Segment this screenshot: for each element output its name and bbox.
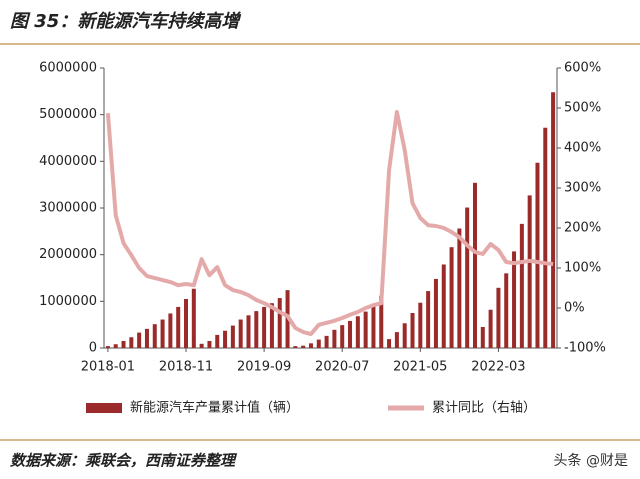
bar — [230, 325, 235, 348]
bar — [340, 325, 345, 348]
y2-tick-label: 300% — [564, 181, 601, 196]
chart-title: 图 35：新能源汽车持续高增 — [10, 11, 241, 32]
bar — [246, 315, 251, 348]
bar — [324, 335, 329, 348]
bar — [449, 247, 454, 348]
y2-tick-label: 400% — [564, 141, 601, 156]
x-tick-label: 2022-03 — [471, 360, 525, 375]
bar — [527, 195, 532, 348]
bar — [121, 341, 126, 348]
bar — [223, 330, 228, 348]
legend-label: 新能源汽车产量累计值（辆） — [130, 400, 299, 416]
bar — [113, 344, 118, 348]
bar — [371, 303, 376, 348]
bar — [144, 328, 149, 348]
bar — [543, 127, 548, 348]
y-tick-label: 5000000 — [39, 107, 97, 122]
bar — [160, 319, 165, 348]
bar — [355, 316, 360, 348]
bar — [480, 327, 485, 348]
bar — [519, 223, 524, 348]
bar — [129, 337, 134, 348]
bar — [316, 339, 321, 348]
bar — [488, 309, 493, 348]
y-tick-label: 3000000 — [39, 201, 97, 216]
y2-tick-label: 600% — [564, 61, 601, 76]
bar — [308, 343, 313, 348]
bar — [137, 332, 142, 348]
bar — [535, 162, 540, 348]
bar — [207, 341, 212, 348]
y-tick-label: 1000000 — [39, 294, 97, 309]
bar — [465, 207, 470, 348]
bar — [512, 251, 517, 348]
bar — [152, 324, 157, 348]
bar — [418, 302, 423, 348]
bar — [301, 345, 306, 348]
source-note: 数据来源：乘联会，西南证券整理 — [10, 452, 238, 470]
y-tick-label: 0 — [89, 341, 97, 356]
y2-tick-label: 100% — [564, 261, 601, 276]
y-tick-label: 2000000 — [39, 247, 97, 262]
y2-tick-label: 200% — [564, 221, 601, 236]
bar — [269, 303, 274, 348]
y-tick-label: 4000000 — [39, 154, 97, 169]
bar — [348, 320, 353, 348]
bar — [184, 299, 189, 348]
y-tick-label: 6000000 — [39, 61, 97, 76]
legend-label: 累计同比（右轴） — [432, 401, 536, 416]
y2-tick-label: 0% — [564, 301, 585, 316]
y2-tick-label: -100% — [564, 341, 606, 356]
bar — [441, 264, 446, 348]
bar — [394, 332, 399, 348]
bar — [551, 92, 556, 349]
bar — [191, 288, 196, 348]
y2-tick-label: 500% — [564, 101, 601, 116]
bar — [496, 287, 501, 348]
bar — [387, 339, 392, 348]
line — [105, 110, 554, 336]
bar — [105, 346, 110, 348]
bar — [176, 306, 181, 348]
bar — [332, 329, 337, 348]
bar — [379, 295, 384, 348]
x-tick-label: 2019-09 — [237, 360, 291, 375]
bar — [254, 311, 259, 348]
bar — [238, 319, 243, 348]
bar — [293, 346, 298, 348]
bar — [426, 291, 431, 348]
bar — [168, 313, 173, 348]
watermark: 头条 @财是 — [554, 452, 628, 469]
bar — [410, 313, 415, 348]
bar — [363, 311, 368, 348]
bar — [215, 334, 220, 348]
bar — [277, 298, 282, 348]
bar — [457, 228, 462, 348]
bar — [472, 182, 477, 348]
legend-swatch — [86, 403, 122, 413]
bar — [433, 278, 438, 348]
x-tick-label: 2021-05 — [393, 360, 447, 375]
x-tick-label: 2018-11 — [159, 360, 213, 375]
bar — [504, 273, 509, 348]
x-tick-label: 2020-07 — [315, 360, 369, 375]
x-tick-label: 2018-01 — [81, 360, 135, 375]
bar — [262, 306, 267, 348]
bar — [199, 343, 204, 348]
bar — [402, 323, 407, 348]
